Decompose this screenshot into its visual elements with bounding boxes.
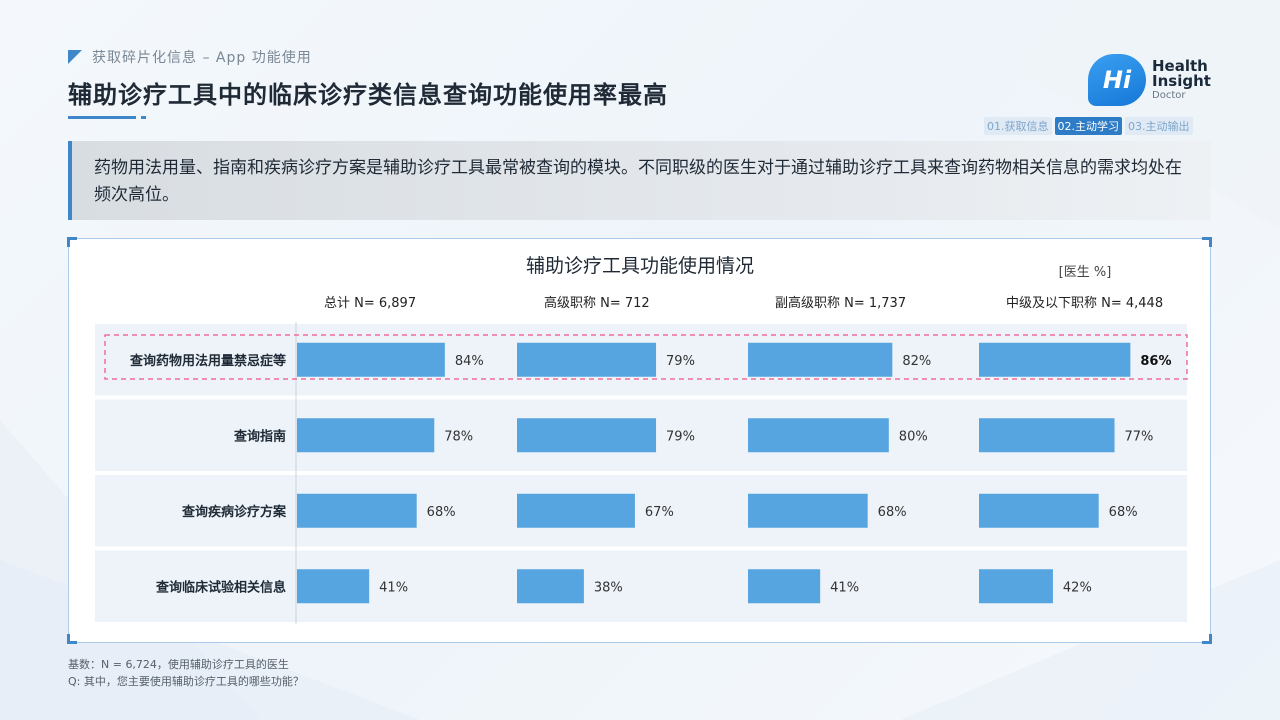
series-header: 总计 N= 6,897 — [324, 296, 416, 311]
bar — [748, 342, 893, 377]
category-label: 查询药物用法用量禁忌症等 — [129, 353, 286, 369]
frame-corner — [1202, 237, 1212, 247]
bar-chart: 辅助诊疗工具功能使用情况 [医生 %] 总计 N= 6,897 高级职称 N= 712… — [95, 255, 1188, 624]
section-label-text: 获取碎片化信息 – App 功能使用 — [92, 50, 312, 66]
title-underline — [68, 116, 136, 119]
bar — [297, 418, 435, 453]
frame-corner — [1202, 634, 1212, 644]
chart-title: 辅助诊疗工具功能使用情况 — [526, 255, 754, 277]
page-title: 辅助诊疗工具中的临床诊疗类信息查询功能使用率最高 — [68, 81, 668, 109]
bar — [517, 493, 635, 528]
tab-active-output[interactable]: 03.主动输出 — [1125, 117, 1193, 135]
bar — [517, 342, 657, 377]
chart-panel: 辅助诊疗工具功能使用情况 [医生 %] 总计 N= 6,897 高级职称 N= 712… — [67, 237, 1212, 644]
tab-get-info[interactable]: 01.获取信息 — [984, 117, 1052, 135]
bar — [979, 493, 1099, 528]
data-label: 38% — [594, 580, 623, 595]
bar — [748, 418, 889, 453]
highlight-box — [104, 334, 1188, 380]
bar — [517, 418, 657, 453]
data-label: 41% — [379, 580, 408, 595]
key-finding-callout: 药物用法用量、指南和疾病诊疗方案是辅助诊疗工具最常被查询的模块。不同职级的医生对… — [68, 141, 1211, 220]
data-label: 82% — [902, 354, 931, 369]
bar — [517, 569, 584, 604]
title-underline-dot — [141, 116, 146, 119]
data-label: 86% — [1140, 354, 1171, 369]
logo-line-2: Insight — [1152, 72, 1211, 90]
logo-text: Health Insight Doctor — [1152, 59, 1211, 101]
bar — [297, 493, 417, 528]
bar — [979, 342, 1131, 377]
logo-line-3: Doctor — [1152, 90, 1186, 101]
category-label: 查询临床试验相关信息 — [155, 579, 286, 595]
tab-active-learning[interactable]: 02.主动学习 — [1054, 117, 1122, 135]
bar — [979, 418, 1115, 453]
data-label: 80% — [899, 429, 928, 444]
data-label: 68% — [1109, 505, 1138, 520]
data-label: 84% — [455, 354, 484, 369]
series-header: 高级职称 N= 712 — [544, 295, 650, 311]
series-header: 副高级职称 N= 1,737 — [775, 295, 906, 311]
category-label: 查询指南 — [233, 428, 286, 444]
bar — [748, 569, 821, 604]
data-label: 42% — [1063, 580, 1092, 595]
footnote-question: Q: 其中，您主要使用辅助诊疗工具的哪些功能？ — [68, 675, 304, 688]
series-header: 中级及以下职称 N= 4,448 — [1006, 296, 1163, 311]
logo-badge: Hi — [1088, 54, 1146, 106]
frame-corner — [67, 634, 77, 644]
data-label: 79% — [666, 429, 695, 444]
data-label: 78% — [444, 429, 473, 444]
footnote-base: 基数：N = 6,724，使用辅助诊疗工具的医生 — [68, 658, 289, 671]
section-label: 获取碎片化信息 – App 功能使用 — [68, 48, 312, 66]
bar — [748, 493, 868, 528]
section-triangle-icon — [68, 50, 82, 64]
bar — [297, 342, 445, 377]
data-label: 67% — [645, 505, 674, 520]
data-label: 77% — [1125, 429, 1154, 444]
data-label: 68% — [878, 505, 907, 520]
category-label: 查询疾病诊疗方案 — [181, 504, 287, 520]
bar — [297, 569, 370, 604]
data-label: 68% — [427, 505, 456, 520]
brand-logo: Hi Health Insight Doctor — [1088, 54, 1211, 106]
frame-corner — [67, 237, 77, 247]
chart-unit-label: [医生 %] — [1059, 265, 1112, 280]
data-label: 79% — [666, 354, 695, 369]
bar — [979, 569, 1053, 604]
data-label: 41% — [830, 580, 859, 595]
logo-line-1: Health — [1152, 57, 1208, 75]
chapter-nav: 01.获取信息 02.主动学习 03.主动输出 — [984, 117, 1193, 135]
